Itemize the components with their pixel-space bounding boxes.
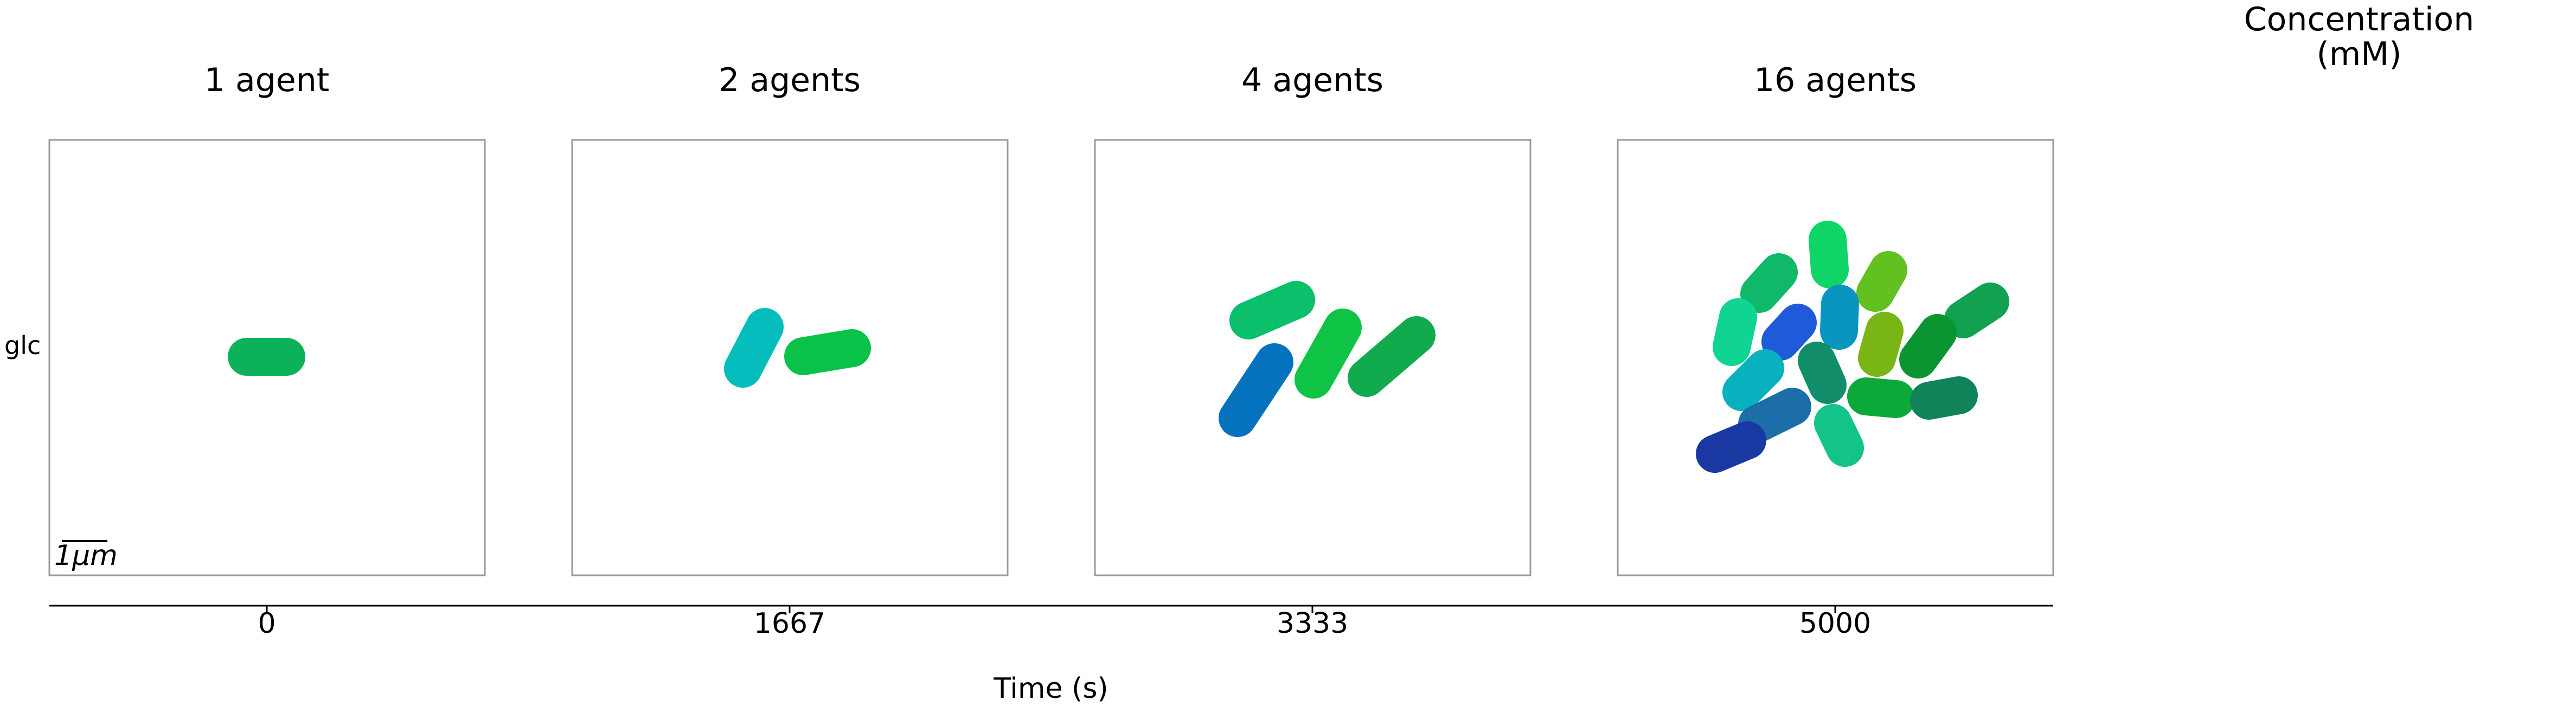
agent-cell [1713, 298, 1757, 366]
agent-cell [1348, 316, 1436, 397]
time-tick-label: 1667 [754, 607, 825, 640]
agent-cell [1696, 421, 1766, 473]
agent-cell [1722, 349, 1784, 411]
agent-cell [1858, 312, 1904, 377]
panel-title-2: 2 agents [719, 61, 861, 99]
time-tick-label: 0 [258, 607, 275, 640]
agent-cell [1738, 388, 1811, 443]
agent-cell [1798, 342, 1847, 404]
agent-cell [1820, 285, 1859, 350]
panel-4-agents [1696, 221, 2009, 473]
agent-cell [1229, 281, 1315, 339]
agent-cell [1761, 304, 1817, 361]
agent-cell [1219, 343, 1293, 437]
agent-cell [1910, 376, 1978, 420]
agent-cell [784, 329, 871, 375]
agent-cell [1847, 377, 1915, 418]
colorbar-title-line1: Concentration [2244, 1, 2474, 38]
time-axis-title: Time (s) [993, 672, 1108, 705]
agent-cell [1740, 253, 1798, 313]
agent-cell [1809, 221, 1849, 288]
agent-cell [1944, 283, 2009, 338]
agent-cell [1814, 404, 1864, 467]
agent-cell [1295, 309, 1362, 399]
time-tick-label: 3333 [1277, 607, 1348, 640]
panel-2-agents [724, 308, 871, 388]
agent-cell [724, 308, 784, 388]
panel-3-agents [1219, 281, 1436, 437]
panel-title-4: 16 agents [1754, 61, 1917, 99]
scale-bar-label: 1μm [54, 540, 118, 572]
row-label-glc: glc [4, 331, 41, 360]
time-tick-label: 5000 [1799, 607, 1871, 640]
agent-cell [1856, 251, 1907, 312]
panel-title-3: 4 agents [1241, 61, 1383, 99]
agent-cell [1899, 314, 1957, 378]
colorbar-title-line2: (mM) [2316, 35, 2401, 73]
panel-title-1: 1 agent [204, 61, 330, 99]
